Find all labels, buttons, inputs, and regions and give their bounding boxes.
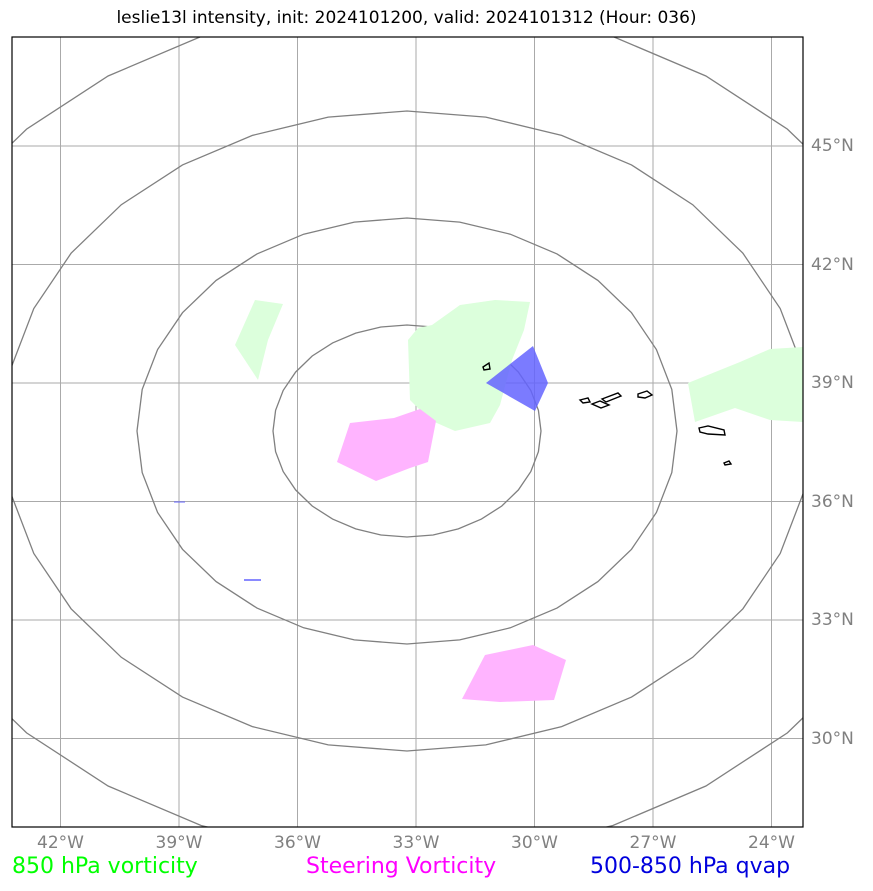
- graticule: [12, 37, 803, 827]
- range-ring: [12, 37, 803, 827]
- vorticity-850-area: [235, 300, 283, 380]
- island-outline: [482, 361, 491, 371]
- legend-steering-vorticity: Steering Vorticity: [306, 854, 497, 879]
- longitude-label: 24°W: [748, 833, 795, 853]
- island-outline: [590, 400, 611, 409]
- legend-850-vorticity: 850 hPa vorticity: [12, 854, 198, 879]
- longitude-label: 27°W: [629, 833, 677, 853]
- longitude-label: 36°W: [274, 833, 321, 853]
- latitude-label: 39°N: [811, 373, 854, 393]
- island-outline: [637, 390, 654, 399]
- longitude-label: 30°W: [511, 833, 558, 853]
- coastlines: [482, 361, 733, 466]
- field-shading: [174, 300, 803, 702]
- qvap-area: [486, 346, 548, 411]
- steering-vorticity-area: [337, 409, 436, 481]
- island-outline: [600, 392, 623, 403]
- island-outline: [698, 425, 726, 436]
- range-rings: [12, 37, 803, 827]
- latitude-label: 30°N: [811, 728, 854, 749]
- longitude-label: 42°W: [37, 833, 84, 853]
- map-frame: [11, 36, 804, 828]
- latitude-label: 42°N: [811, 254, 854, 275]
- vorticity-850-area: [688, 347, 803, 422]
- legend-qvap: 500-850 hPa qvap: [590, 854, 791, 879]
- island-outline: [578, 397, 592, 404]
- range-ring: [136, 217, 678, 645]
- latitude-label: 36°N: [811, 491, 854, 512]
- plot-title: leslie13l intensity, init: 2024101200, v…: [116, 8, 697, 28]
- latitude-label: 33°N: [811, 610, 854, 630]
- latitude-label: 45°N: [811, 136, 854, 156]
- steering-vorticity-area: [462, 645, 566, 702]
- island-outline: [723, 460, 733, 466]
- longitude-label: 33°W: [392, 833, 440, 853]
- range-ring: [12, 110, 803, 752]
- longitude-label: 39°W: [155, 833, 203, 853]
- vorticity-850-area: [408, 300, 530, 431]
